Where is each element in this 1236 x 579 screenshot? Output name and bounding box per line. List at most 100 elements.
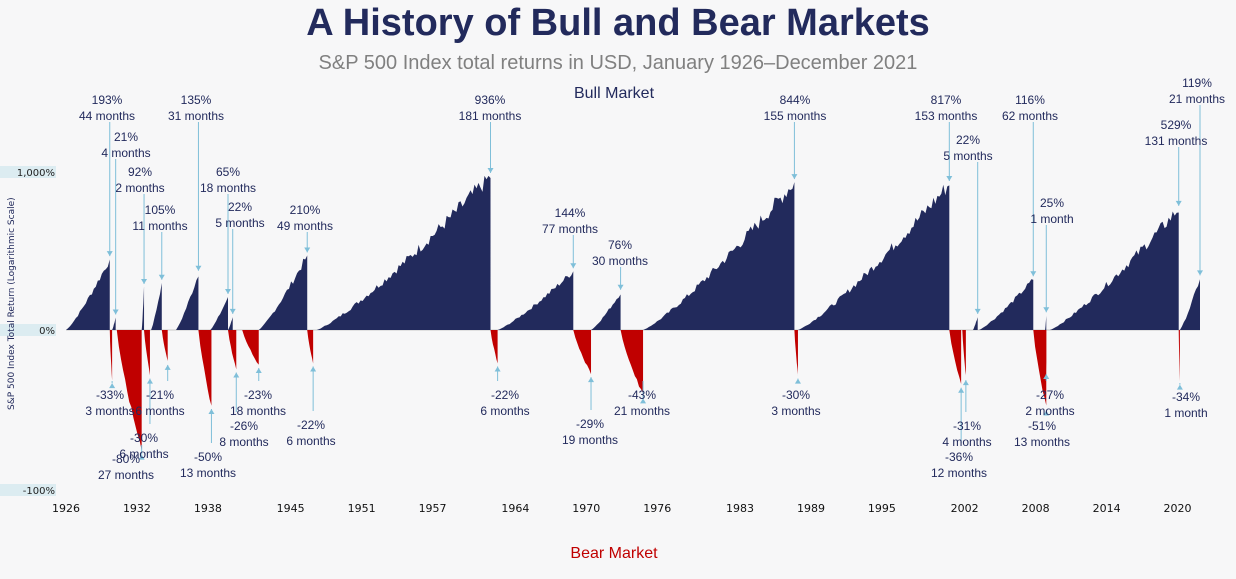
bull-market-area bbox=[1049, 208, 1179, 330]
bear-market-area bbox=[620, 330, 644, 396]
annotation-duration: 6 months bbox=[135, 404, 184, 418]
annotation-duration: 31 months bbox=[168, 109, 224, 123]
annotation-return: 119% bbox=[1182, 76, 1212, 90]
arrowhead bbox=[1197, 270, 1203, 276]
x-tick-label: 2020 bbox=[1164, 502, 1192, 515]
bull-market-label: Bull Market bbox=[573, 85, 655, 102]
bull-market-area bbox=[258, 255, 308, 330]
annotation-return: 25% bbox=[1040, 196, 1064, 210]
arrowhead bbox=[1176, 384, 1183, 390]
annotation-return: 65% bbox=[216, 165, 240, 179]
bear-market-area bbox=[198, 330, 212, 406]
bull-market-area bbox=[175, 273, 199, 330]
annotation-return: -31% bbox=[953, 419, 981, 433]
arrowhead bbox=[1175, 200, 1182, 206]
arrowhead bbox=[1030, 271, 1037, 277]
x-tick-label: 2002 bbox=[951, 502, 979, 515]
annotation-return: -22% bbox=[297, 418, 325, 432]
arrowhead bbox=[310, 366, 317, 372]
arrowhead bbox=[233, 372, 240, 378]
bull-market-area bbox=[112, 317, 116, 330]
bull-market-area bbox=[66, 259, 110, 330]
annotation-duration: 13 months bbox=[1014, 435, 1070, 449]
arrowhead bbox=[208, 409, 215, 414]
arrowhead bbox=[304, 247, 311, 253]
y-tick-label: 0% bbox=[39, 326, 55, 337]
x-tick-label: 1989 bbox=[797, 502, 825, 515]
annotation-duration: 6 months bbox=[119, 447, 168, 461]
arrowhead bbox=[195, 265, 202, 271]
bull-market-area bbox=[141, 287, 145, 330]
arrowhead bbox=[794, 378, 801, 384]
arrowhead bbox=[974, 308, 981, 314]
annotation-duration: 4 months bbox=[101, 146, 150, 160]
arrowhead bbox=[112, 309, 119, 315]
x-tick-label: 1970 bbox=[572, 502, 600, 515]
bear-market-area bbox=[144, 330, 150, 376]
annotation-duration: 18 months bbox=[230, 404, 286, 418]
bear-market-area bbox=[116, 330, 142, 452]
arrowhead bbox=[146, 378, 153, 384]
annotation-return: 529% bbox=[1161, 118, 1192, 132]
arrowhead bbox=[158, 274, 165, 280]
annotation-duration: 3 months bbox=[85, 404, 134, 418]
annotation-return: 844% bbox=[780, 93, 811, 107]
x-tick-label: 1945 bbox=[277, 502, 305, 515]
arrowhead bbox=[255, 367, 262, 373]
annotation-return: 22% bbox=[228, 200, 252, 214]
bear-market-area bbox=[573, 330, 592, 375]
arrowhead bbox=[225, 289, 231, 295]
annotation-return: 193% bbox=[92, 93, 123, 107]
annotation-arrows bbox=[106, 105, 1203, 460]
bear-market-area bbox=[962, 330, 966, 378]
arrowhead bbox=[588, 377, 595, 383]
arrowhead bbox=[570, 263, 577, 269]
bull-market-area bbox=[591, 292, 621, 330]
annotation-return: -27% bbox=[1036, 388, 1064, 402]
annotation-duration: 3 months bbox=[771, 404, 820, 418]
x-axis-ticks: 1926 1932 1938 1945 1951 1957 1964 1970 1976 1983… bbox=[52, 502, 1192, 515]
x-tick-label: 1976 bbox=[643, 502, 671, 515]
y-tick-label: 1,000% bbox=[17, 168, 55, 179]
x-tick-label: 2008 bbox=[1022, 502, 1050, 515]
annotation-return: 21% bbox=[114, 130, 138, 144]
bear-market-area bbox=[307, 330, 314, 364]
x-tick-label: 1983 bbox=[726, 502, 754, 515]
annotation-return: 144% bbox=[555, 206, 586, 220]
arrowhead bbox=[138, 454, 145, 460]
bear-market-area bbox=[161, 330, 168, 362]
arrowhead bbox=[164, 364, 171, 370]
annotation-duration: 12 months bbox=[931, 466, 987, 480]
x-tick-label: 1964 bbox=[501, 502, 529, 515]
bear-market-area bbox=[1178, 330, 1180, 382]
arrowhead bbox=[229, 308, 236, 314]
bear-market-area bbox=[490, 330, 498, 364]
bear-market-area bbox=[794, 330, 798, 376]
annotation-duration: 21 months bbox=[614, 404, 670, 418]
arrowhead bbox=[962, 380, 969, 386]
bear-market-area bbox=[109, 330, 113, 381]
annotation-duration: 2 months bbox=[1025, 404, 1074, 418]
x-tick-label: 1932 bbox=[123, 502, 151, 515]
bull-market-area bbox=[978, 279, 1034, 330]
annotation-return: -34% bbox=[1172, 390, 1200, 404]
annotation-duration: 5 months bbox=[215, 216, 264, 230]
annotation-duration: 44 months bbox=[79, 109, 135, 123]
arrowhead bbox=[494, 366, 501, 372]
annotation-duration: 21 months bbox=[1169, 92, 1225, 106]
annotation-return: -30% bbox=[782, 388, 810, 402]
y-axis-title: S&P 500 Index Total Return (Logarithmic … bbox=[7, 197, 17, 410]
annotation-return: 92% bbox=[128, 165, 152, 179]
arrowhead bbox=[141, 279, 148, 285]
chart-subtitle: S&P 500 Index total returns in USD, Janu… bbox=[318, 52, 918, 74]
x-tick-label: 1926 bbox=[52, 502, 80, 515]
bull-market-area bbox=[316, 175, 491, 330]
annotation-labels: 193% 44 months 21% 4 months 92% 2 months 105% 1… bbox=[79, 76, 1225, 482]
bull-market-area bbox=[497, 271, 574, 330]
bull-market-area bbox=[151, 282, 162, 330]
annotation-return: -36% bbox=[945, 450, 973, 464]
bull-market-area bbox=[1045, 315, 1047, 330]
bear-market-area bbox=[949, 330, 962, 385]
annotation-duration: 181 months bbox=[459, 109, 522, 123]
